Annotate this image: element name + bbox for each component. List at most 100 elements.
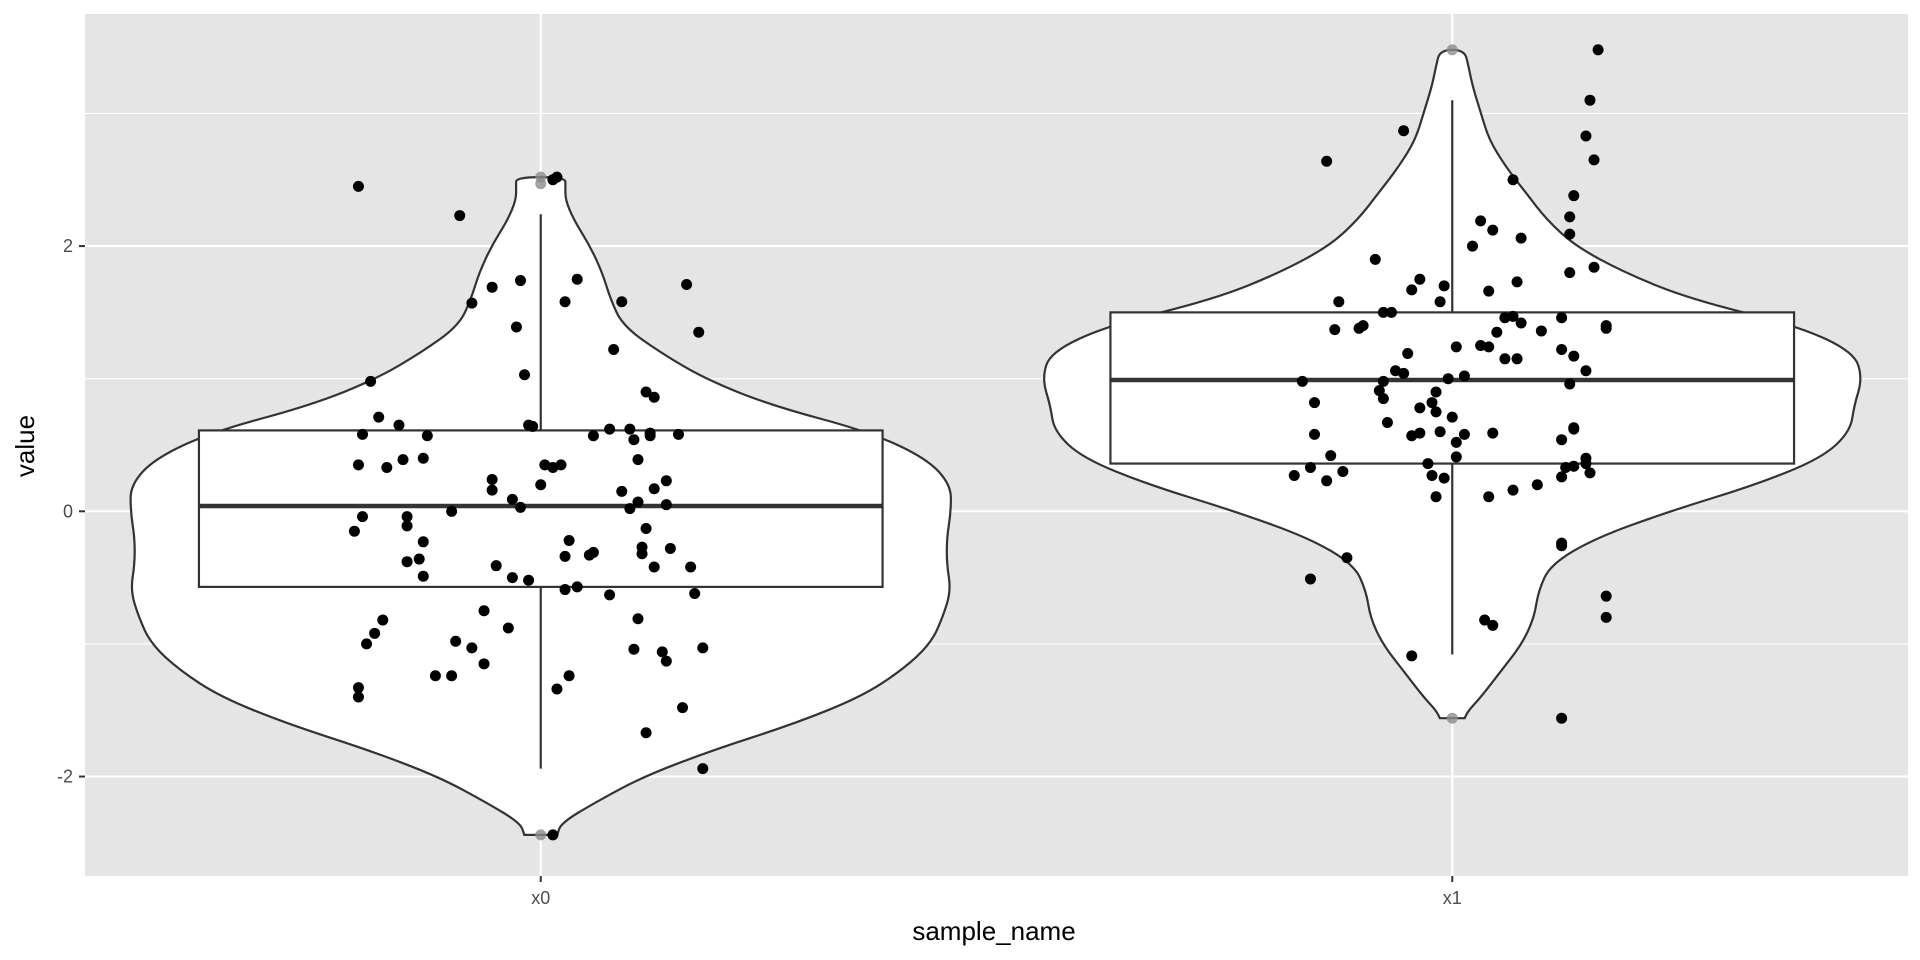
data-point xyxy=(397,454,409,466)
data-point xyxy=(377,614,389,626)
data-point xyxy=(660,655,672,667)
data-point xyxy=(1564,211,1576,223)
data-point xyxy=(478,658,490,670)
data-point xyxy=(1556,712,1568,724)
box-x0 xyxy=(197,429,884,588)
data-point xyxy=(401,520,413,532)
data-point xyxy=(1450,436,1462,448)
box-x1 xyxy=(1109,311,1796,465)
data-point xyxy=(1329,324,1341,336)
data-point xyxy=(1406,650,1418,662)
data-point xyxy=(535,479,547,491)
data-point xyxy=(1507,310,1519,322)
data-point xyxy=(1406,284,1418,296)
data-point xyxy=(628,434,640,446)
data-point xyxy=(523,574,535,586)
data-point xyxy=(1450,451,1462,463)
data-point xyxy=(1556,312,1568,324)
data-point xyxy=(563,670,575,682)
data-point xyxy=(1398,367,1410,379)
data-point xyxy=(1483,341,1495,353)
data-point xyxy=(656,646,668,658)
data-point xyxy=(563,534,575,546)
data-point xyxy=(1475,215,1487,227)
data-point xyxy=(636,541,648,553)
data-point xyxy=(1337,466,1349,478)
data-point xyxy=(1600,590,1612,602)
data-point xyxy=(672,428,684,440)
data-point xyxy=(1325,450,1337,462)
data-point xyxy=(1556,540,1568,552)
data-point xyxy=(559,584,571,596)
data-point xyxy=(1430,386,1442,398)
data-point xyxy=(1515,232,1527,244)
data-point xyxy=(446,670,458,682)
data-point xyxy=(1450,341,1462,353)
data-point xyxy=(1377,375,1389,387)
data-point xyxy=(1483,491,1495,503)
data-point xyxy=(1475,340,1487,352)
data-point xyxy=(369,627,381,639)
data-point xyxy=(583,549,595,561)
y-axis: -2 0 2 xyxy=(57,236,85,787)
data-point xyxy=(1507,484,1519,496)
data-point xyxy=(547,829,559,841)
data-point xyxy=(352,691,364,703)
data-point xyxy=(361,638,373,650)
data-point xyxy=(644,430,656,442)
data-point xyxy=(685,561,697,573)
data-point xyxy=(616,296,628,308)
data-point xyxy=(693,326,705,338)
data-point xyxy=(466,642,478,654)
data-point xyxy=(1588,261,1600,273)
data-point xyxy=(1592,44,1604,56)
data-point xyxy=(352,459,364,471)
data-point xyxy=(1568,350,1580,362)
data-point xyxy=(660,499,672,511)
data-point xyxy=(421,430,433,442)
data-point xyxy=(502,622,514,634)
data-point xyxy=(417,570,429,582)
data-point xyxy=(1556,434,1568,446)
data-point xyxy=(1560,462,1572,474)
data-point xyxy=(1568,190,1580,202)
data-point xyxy=(608,344,620,356)
data-point xyxy=(348,525,360,537)
jitter-points xyxy=(348,44,1612,841)
data-point xyxy=(587,430,599,442)
data-point xyxy=(1381,416,1393,428)
data-point xyxy=(486,484,498,496)
y-tick-label: 0 xyxy=(63,501,73,521)
data-point xyxy=(1402,347,1414,359)
data-point xyxy=(1426,397,1438,409)
data-point xyxy=(352,180,364,192)
data-point xyxy=(1321,475,1333,487)
data-point xyxy=(1414,402,1426,414)
data-point xyxy=(1442,373,1454,385)
data-point xyxy=(506,493,518,505)
data-point xyxy=(1369,253,1381,265)
data-point xyxy=(510,321,522,333)
data-point xyxy=(1535,325,1547,337)
data-point xyxy=(660,475,672,487)
data-point xyxy=(373,411,385,423)
data-point xyxy=(523,419,535,431)
data-point xyxy=(401,511,413,523)
data-point xyxy=(1430,406,1442,418)
data-point xyxy=(486,473,498,485)
data-point xyxy=(381,462,393,474)
data-point xyxy=(1491,326,1503,338)
data-point xyxy=(1304,573,1316,585)
data-point xyxy=(1422,458,1434,470)
x-tick-label: x1 xyxy=(1443,888,1462,908)
data-point xyxy=(454,210,466,222)
data-point xyxy=(551,171,563,183)
data-point xyxy=(1434,296,1446,308)
data-point xyxy=(1580,365,1592,377)
y-tick-label: 2 xyxy=(63,236,73,256)
data-point xyxy=(1568,422,1580,434)
data-point xyxy=(401,556,413,568)
data-point xyxy=(352,682,364,694)
data-point xyxy=(632,613,644,625)
data-point xyxy=(1483,285,1495,297)
